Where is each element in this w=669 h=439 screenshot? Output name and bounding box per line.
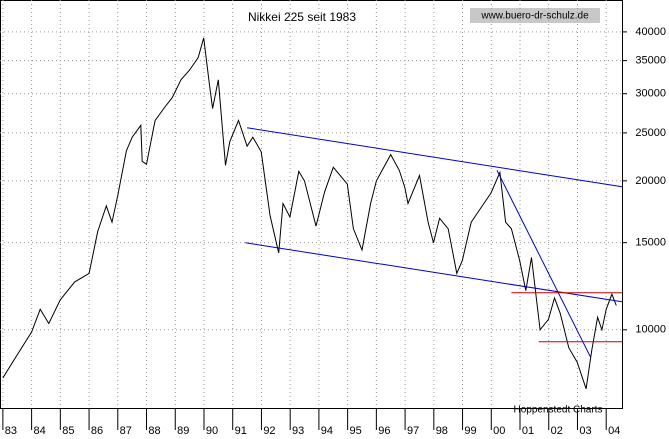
x-tick-label: 02	[551, 425, 563, 437]
credit: Hoppenstedt Charts	[514, 405, 603, 416]
x-tick-label: 01	[522, 425, 534, 437]
x-tick-label: 85	[62, 425, 74, 437]
x-tick-label: 00	[493, 425, 505, 437]
x-tick-label: 90	[206, 425, 218, 437]
x-tick-label: 03	[579, 425, 591, 437]
y-tick-label: 20000	[635, 175, 666, 187]
x-tick-label: 83	[5, 425, 17, 437]
source-box	[470, 8, 600, 23]
x-tick-label: 92	[263, 425, 275, 437]
x-tick-label: 88	[148, 425, 160, 437]
x-tick-label: 95	[350, 425, 362, 437]
x-tick-label: 86	[91, 425, 103, 437]
y-tick-label: 35000	[635, 54, 666, 66]
source: www.buero-dr-schulz.de	[480, 11, 589, 22]
trend-line	[496, 170, 591, 358]
x-tick-label: 98	[436, 425, 448, 437]
x-tick-label: 91	[235, 425, 247, 437]
x-tick-label: 89	[177, 425, 189, 437]
price-line	[2, 37, 617, 389]
chart-title: Nikkei 225 seit 1983	[248, 10, 356, 24]
trend-line	[247, 127, 623, 188]
x-tick-label: 84	[33, 425, 45, 437]
y-tick-label: 10000	[635, 324, 666, 336]
y-tick-label: 15000	[635, 237, 666, 249]
x-tick-label: 96	[378, 425, 390, 437]
y-tick-label: 25000	[635, 127, 666, 139]
x-tick-label: 94	[321, 425, 333, 437]
x-tick-label: 04	[608, 425, 620, 437]
x-tick-label: 87	[120, 425, 132, 437]
x-tick-label: 97	[407, 425, 419, 437]
y-tick-label: 40000	[635, 26, 666, 38]
plot-frame	[0, 0, 623, 409]
trend-line	[245, 242, 623, 303]
y-tick-label: 30000	[635, 88, 666, 100]
x-tick-label: 93	[292, 425, 304, 437]
x-tick-label: 99	[464, 425, 476, 437]
